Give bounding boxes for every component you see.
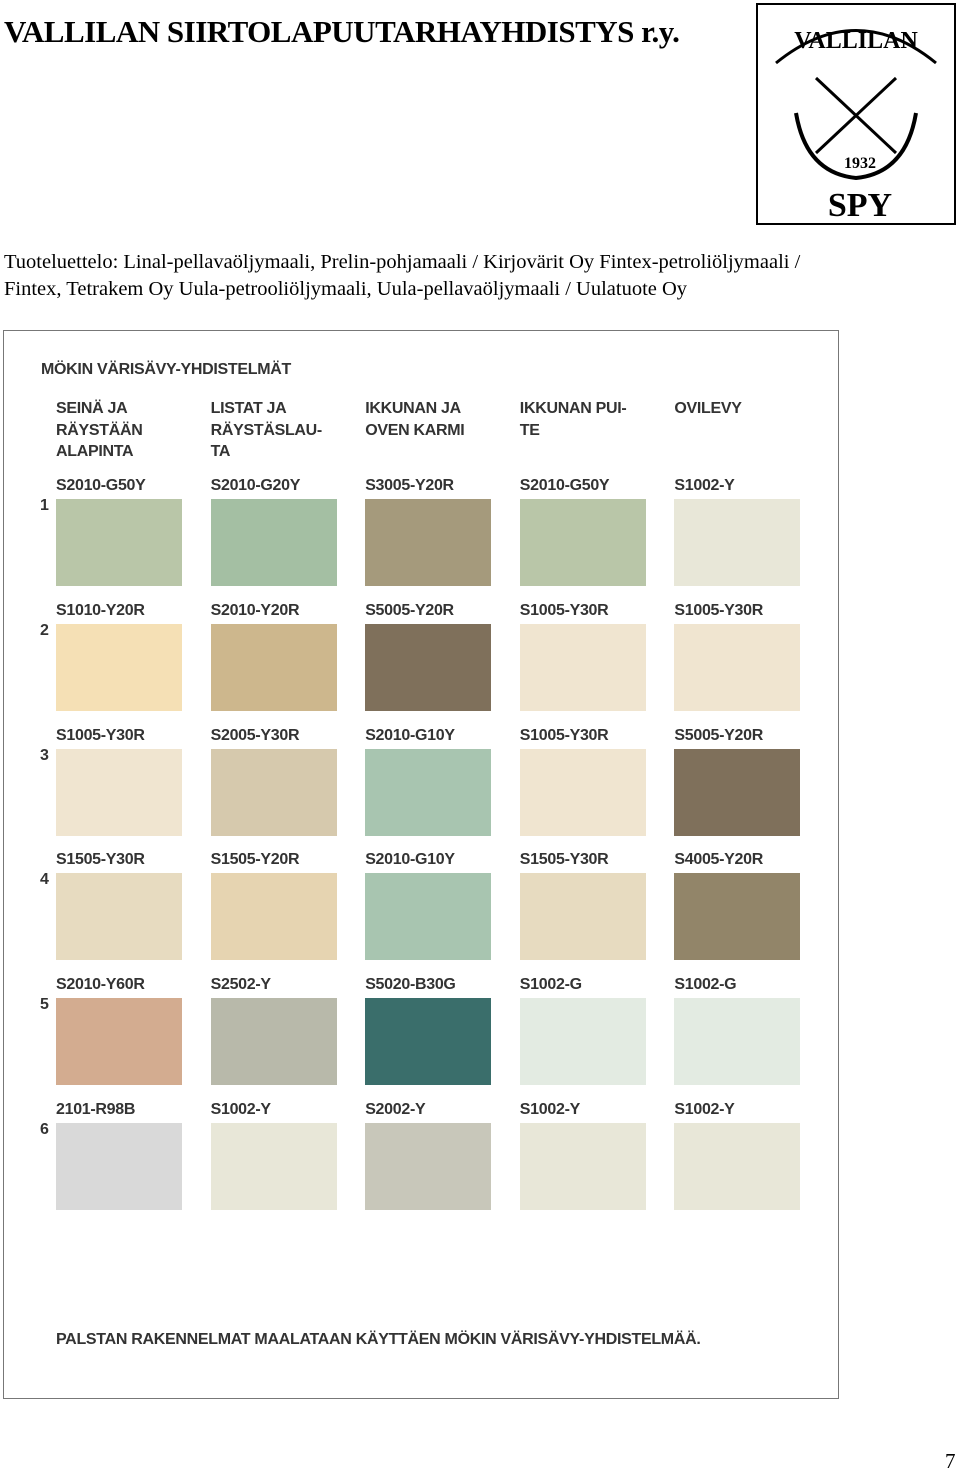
swatch [56, 623, 182, 711]
swatch-code: S1002-G [674, 976, 737, 994]
swatch-code: S1005-Y30R [519, 601, 609, 619]
logo-arc [775, 29, 937, 65]
swatch [365, 623, 492, 711]
column-header: IKKUNAN PUI- [519, 400, 627, 417]
swatch [210, 748, 337, 836]
column-header: RÄYSTÄÄN [56, 421, 143, 439]
swatch [519, 748, 646, 836]
swatch [56, 748, 182, 836]
swatch-code: S1002-Y [674, 477, 735, 494]
swatch-code: S4005-Y20R [674, 851, 764, 869]
swatch-code: S1505-Y30R [519, 851, 609, 869]
row-number: 1 [40, 497, 49, 514]
swatch [674, 499, 801, 586]
swatch [210, 998, 337, 1086]
swatch-code: S2002-Y [365, 1101, 426, 1118]
swatch [674, 873, 801, 961]
column-header: LISTAT JA [210, 400, 287, 417]
swatch [674, 748, 801, 836]
swatch [210, 623, 337, 711]
swatch-code: S2010-G10Y [365, 851, 455, 869]
swatch-code: S1010-Y20R [56, 601, 145, 619]
chart-footer: PALSTAN RAKENNELMAT MAALATAAN KÄYTTÄEN M… [56, 1331, 701, 1348]
swatch [365, 1123, 492, 1210]
column-header: TA [210, 443, 231, 460]
swatch-code: S2502-Y [210, 976, 271, 994]
page-number: 7 [945, 1449, 956, 1470]
swatch [210, 873, 337, 961]
column-header: OVILEVY [674, 400, 742, 417]
logo-year: 1932 [844, 155, 876, 172]
products-line: Fintex, Tetrakem Oy Uula-petrooliöljymaa… [4, 278, 688, 300]
swatch [365, 499, 492, 586]
row-number: 6 [40, 1121, 49, 1138]
swatch-code: S1005-Y30R [519, 726, 609, 744]
color-chart: MÖKIN VÄRISÄVY-YHDISTELMÄT PALSTAN RAKEN… [3, 330, 839, 1399]
swatch-code: S2010-G50Y [56, 477, 146, 494]
swatch-code: S5005-Y20R [674, 726, 764, 744]
swatch-code: 2101-R98B [56, 1101, 136, 1118]
row-number: 4 [40, 871, 49, 889]
column-header: RÄYSTÄSLAU- [210, 421, 323, 439]
row-number: 2 [40, 621, 49, 639]
swatch-code: S1505-Y30R [56, 851, 145, 869]
swatch [210, 499, 337, 586]
row-number: 5 [40, 996, 49, 1014]
chart-title: MÖKIN VÄRISÄVY-YHDISTELMÄT [41, 361, 291, 378]
logo-tool [814, 76, 898, 155]
swatch-code: S2010-Y60R [56, 976, 145, 994]
swatch [365, 998, 492, 1086]
logo-initials: SPY [828, 187, 892, 224]
swatch [210, 1123, 337, 1210]
swatch [519, 499, 646, 586]
swatch [519, 1123, 646, 1210]
title: VALLILAN SIIRTOLAPUUTARHAYHDISTYS r.y. [4, 14, 680, 49]
swatch-code: S1505-Y20R [210, 851, 300, 869]
swatch [519, 998, 646, 1086]
column-header: IKKUNAN JA [365, 400, 461, 417]
logo-wreath [794, 112, 918, 181]
swatch-code: S2010-Y20R [210, 601, 300, 619]
swatch-code: S1005-Y30R [56, 726, 145, 744]
swatch-code: S1005-Y30R [674, 601, 764, 619]
logo: VALLILAN 1932 SPY [756, 3, 956, 225]
logo-name: VALLILAN [794, 28, 918, 54]
swatch [56, 1123, 182, 1210]
swatch [519, 873, 646, 961]
swatch [56, 499, 182, 586]
swatch-code: S5020-B30G [365, 976, 456, 994]
swatch [365, 748, 492, 836]
swatch-code: S2010-G50Y [519, 477, 610, 494]
column-header: ALAPINTA [56, 443, 134, 460]
swatch-code: S1002-Y [674, 1101, 735, 1118]
swatch-code: S3005-Y20R [365, 477, 454, 494]
swatch [365, 873, 492, 961]
swatch [674, 998, 801, 1086]
column-header: TE [519, 421, 540, 439]
swatch [56, 873, 182, 961]
swatch-code: S2010-G10Y [365, 726, 455, 744]
swatch-code: S2005-Y30R [210, 726, 300, 744]
swatch [674, 623, 801, 711]
products-line: Tuoteluettelo: Linal-pellavaöljymaali, P… [4, 251, 801, 273]
swatch [519, 623, 646, 711]
swatch-code: S5005-Y20R [365, 601, 454, 619]
row-number: 3 [40, 746, 49, 764]
swatch [56, 998, 182, 1086]
swatch-code: S2010-G20Y [210, 477, 301, 494]
swatch [674, 1123, 801, 1210]
column-header: SEINÄ JA [56, 400, 128, 417]
swatch-code: S1002-G [519, 976, 582, 994]
column-header: OVEN KARMI [365, 421, 465, 439]
swatch-code: S1002-Y [519, 1101, 580, 1118]
swatch-code: S1002-Y [210, 1101, 271, 1118]
